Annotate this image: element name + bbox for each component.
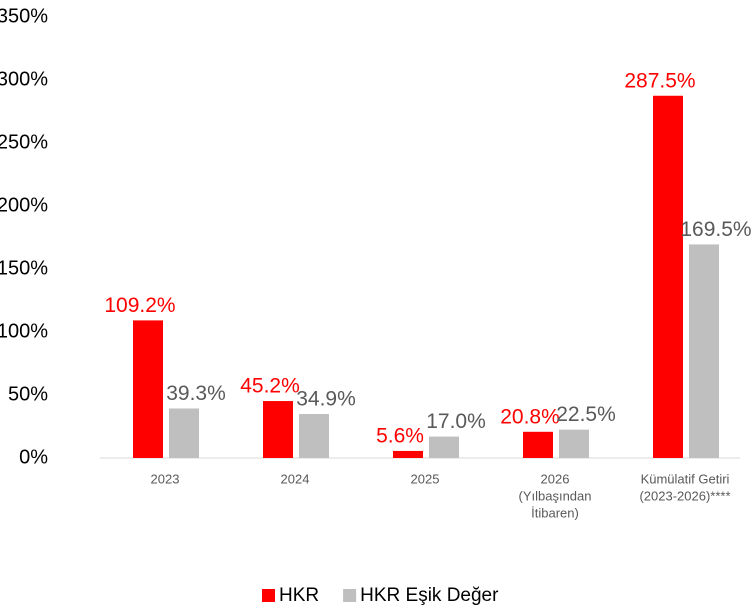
legend-swatch [262, 589, 275, 602]
x-tick-label: 2025 [411, 471, 440, 486]
x-tick-label: 2024 [281, 471, 310, 486]
bar [559, 429, 589, 458]
value-label: 22.5% [556, 403, 616, 426]
y-tick-label: 200% [0, 194, 48, 216]
bar [393, 450, 423, 458]
bar [523, 431, 553, 458]
value-label: 45.2% [240, 375, 300, 398]
value-label: 17.0% [426, 410, 486, 433]
y-tick-label: 150% [0, 257, 48, 279]
bar [689, 244, 719, 458]
value-label: 20.8% [500, 405, 560, 428]
value-label: 39.3% [166, 382, 226, 405]
x-tick-label: (2023-2026)**** [639, 488, 730, 503]
value-label: 287.5% [624, 69, 695, 92]
bar [169, 408, 199, 458]
x-tick-label: 2026 [541, 471, 570, 486]
x-tick-label: (Yılbaşından [519, 488, 592, 503]
bar [429, 436, 459, 458]
legend-label: HKR Eşik Değer [360, 585, 499, 606]
value-label: 34.9% [296, 388, 356, 411]
x-tick-label: İtibaren) [531, 505, 579, 520]
value-label: 109.2% [104, 294, 175, 317]
y-tick-label: 300% [0, 68, 48, 90]
bar [299, 414, 329, 458]
x-tick-label: 2023 [151, 471, 180, 486]
value-label: 5.6% [376, 424, 424, 447]
legend-label: HKR [279, 585, 319, 606]
y-tick-label: 0% [19, 446, 48, 468]
y-tick-label: 100% [0, 320, 48, 342]
x-tick-label: Kümülatif Getiri [641, 471, 730, 486]
y-tick-label: 250% [0, 131, 48, 153]
y-tick-label: 350% [0, 5, 48, 27]
bar [133, 320, 163, 458]
bar [653, 95, 683, 458]
y-tick-label: 50% [8, 383, 48, 405]
legend-swatch [343, 589, 357, 602]
bar [263, 401, 293, 458]
value-label: 169.5% [680, 218, 751, 241]
